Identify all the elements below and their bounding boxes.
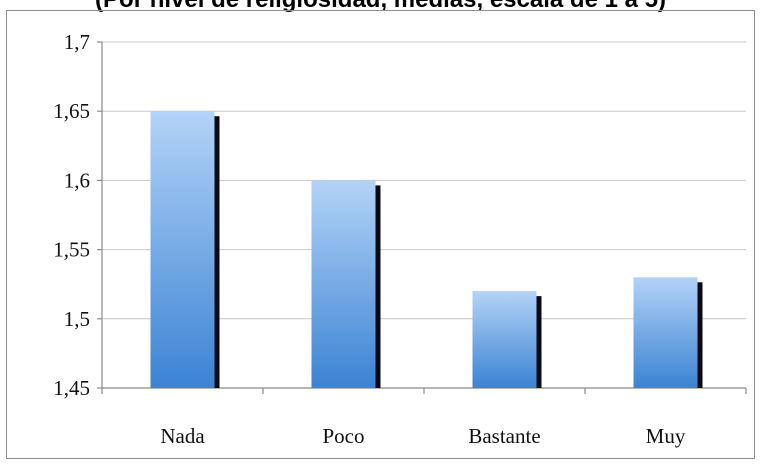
- bar-shadow: [696, 282, 703, 388]
- chart-frame: [6, 10, 755, 459]
- x-category-label: Muy: [646, 424, 686, 448]
- bar-shadow: [374, 185, 381, 388]
- y-tick-label: 1,7: [64, 30, 90, 54]
- x-category-label: Nada: [160, 424, 205, 448]
- bar-nada: [150, 111, 215, 388]
- bar-muy: [633, 277, 698, 388]
- bar-shadow: [213, 116, 220, 388]
- y-tick-label: 1,5: [64, 307, 90, 331]
- chart-title: (Por nivel de religiosidad, medias, esca…: [0, 0, 761, 14]
- y-tick-label: 1,6: [64, 168, 90, 192]
- bar-bastante: [472, 291, 537, 388]
- x-category-label: Poco: [323, 424, 365, 448]
- y-tick-label: 1,65: [53, 99, 90, 123]
- y-tick-label: 1,45: [53, 376, 90, 400]
- y-tick-label: 1,55: [53, 238, 90, 262]
- bar-poco: [311, 180, 376, 388]
- x-category-label: Bastante: [468, 424, 540, 448]
- bar-shadow: [535, 296, 542, 388]
